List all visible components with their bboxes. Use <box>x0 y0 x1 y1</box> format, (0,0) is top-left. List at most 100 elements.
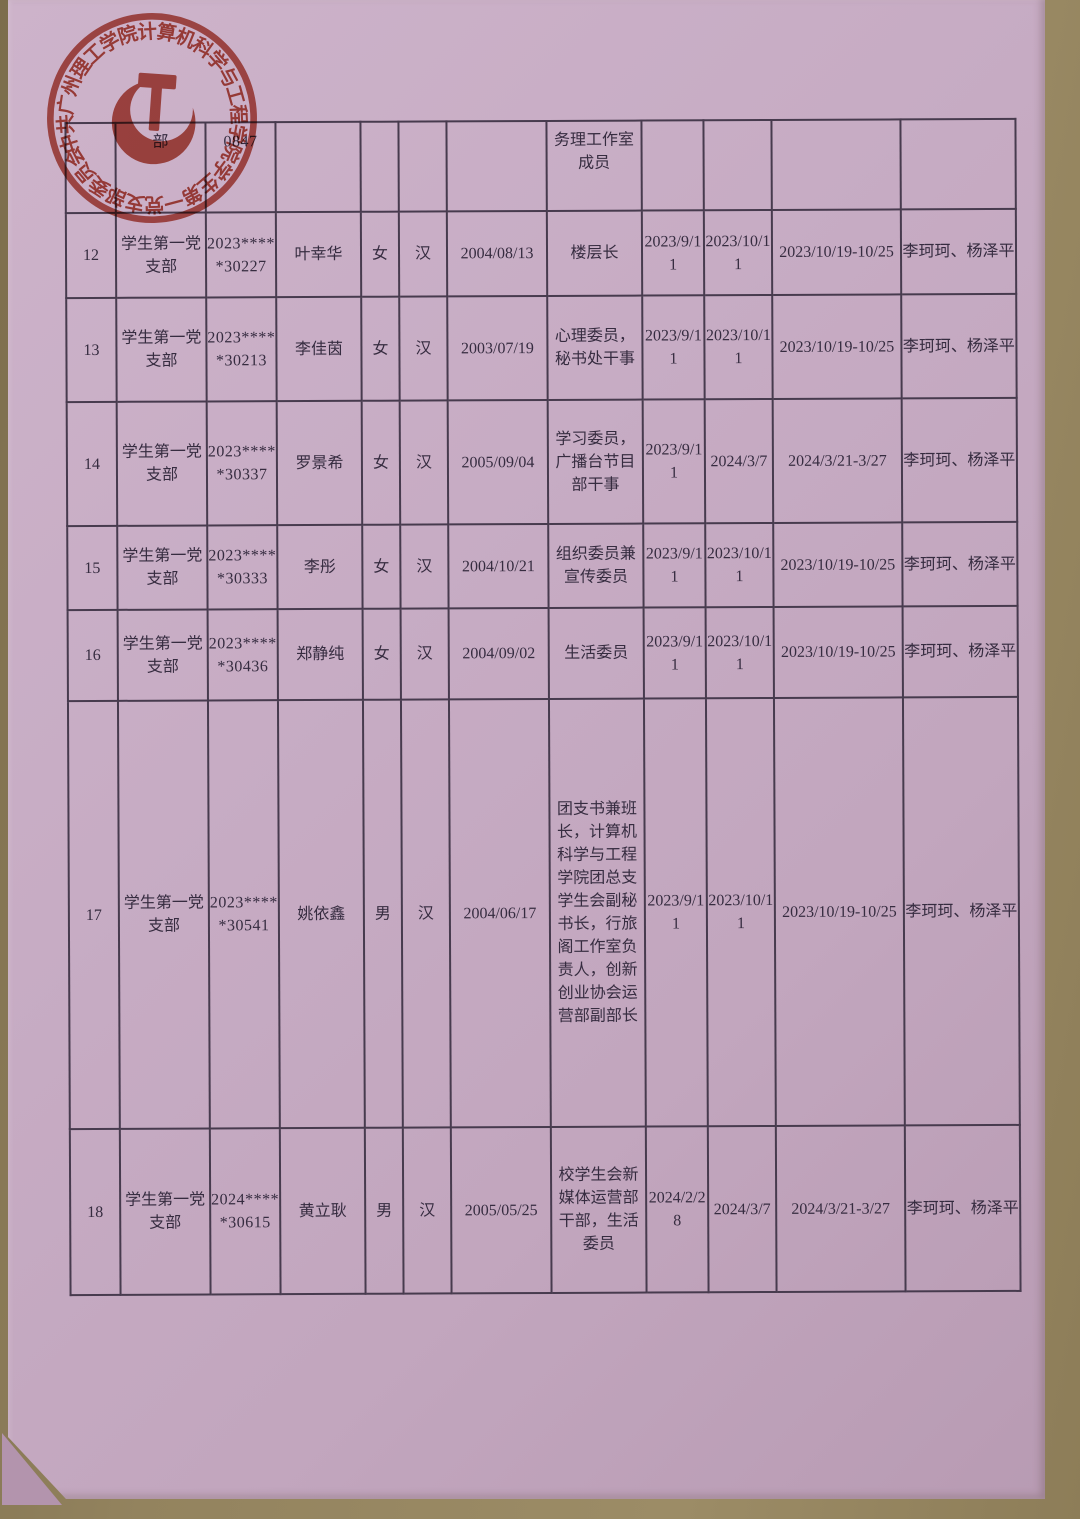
cell-date2: 2024/3/7 <box>708 1126 777 1292</box>
cell-branch: 学生第一党支部 <box>117 525 207 609</box>
cell-position: 学习委员，广播台节目部干事 <box>548 400 644 524</box>
cell-gender: 女 <box>361 212 399 297</box>
cell-id: 2024*****30615 <box>210 1128 281 1294</box>
cell-introducers <box>900 119 1015 210</box>
cell-row-number <box>65 123 115 213</box>
cell-branch: 学生第一党支部 <box>118 700 210 1128</box>
cell-date2: 2023/10/11 <box>704 295 772 399</box>
table-row-partial: 部 0847 务理工作室成员 <box>65 119 1015 213</box>
cell-ethnicity: 汉 <box>401 608 449 699</box>
cell-date1: 2023/9/11 <box>642 295 704 399</box>
cell-introducers: 李珂珂、杨泽平 <box>901 209 1016 295</box>
cell-row-number: 18 <box>70 1129 121 1295</box>
cell-branch: 学生第一党支部 <box>118 609 208 700</box>
cell-ethnicity <box>398 121 446 211</box>
cell-name: 郑静纯 <box>278 609 363 700</box>
cell-id: 2023*****30541 <box>208 700 280 1128</box>
cell-position: 校学生会新媒体运营部干部，生活委员 <box>551 1127 647 1293</box>
cell-gender: 女 <box>363 609 401 700</box>
cell-row-number: 14 <box>67 402 118 526</box>
cell-date1: 2023/9/11 <box>644 698 708 1126</box>
table-row-16: 16 学生第一党支部 2023*****30436 郑静纯 女 汉 2004/0… <box>68 606 1018 701</box>
cell-ethnicity: 汉 <box>400 524 448 608</box>
cell-name <box>275 122 360 212</box>
cell-id: 2023*****30337 <box>207 401 278 525</box>
table-row-14: 14 学生第一党支部 2023*****30337 罗景希 女 汉 2005/0… <box>67 398 1018 526</box>
cell-branch: 学生第一党支部 <box>117 401 208 525</box>
cell-date2: 2024/3/7 <box>705 399 774 523</box>
cell-date1: 2024/2/28 <box>646 1126 709 1292</box>
cell-branch: 学生第一党支部 <box>116 212 206 297</box>
cell-date-range: 2023/10/19-10/25 <box>772 294 901 399</box>
cell-date2: 2023/10/11 <box>706 698 776 1126</box>
cell-gender: 男 <box>365 1128 404 1294</box>
cell-date-range <box>771 119 900 210</box>
cell-introducers: 李珂珂、杨泽平 <box>905 1125 1021 1292</box>
cell-id: 2023*****30436 <box>208 609 278 700</box>
cell-date-range: 2024/3/21-3/27 <box>773 398 903 523</box>
cell-birthday <box>446 121 546 211</box>
cell-date-range: 2023/10/19-10/25 <box>772 209 901 295</box>
cell-birthday: 2005/05/25 <box>451 1127 552 1293</box>
cell-date2: 2023/10/11 <box>706 607 774 698</box>
cell-position: 生活委员 <box>549 608 644 699</box>
cell-id: 0847 <box>205 122 275 212</box>
cell-birthday: 2004/10/21 <box>448 524 548 608</box>
cell-introducers: 李珂珂、杨泽平 <box>902 398 1018 523</box>
cell-id: 2023*****30227 <box>206 212 276 297</box>
cell-gender: 女 <box>362 401 401 525</box>
cell-position: 心理委员，秘书处干事 <box>547 296 642 400</box>
table-row-12: 12 学生第一党支部 2023*****30227 叶幸华 女 汉 2004/0… <box>66 209 1016 298</box>
cell-date2: 2023/10/11 <box>704 210 772 295</box>
cell-date1 <box>641 120 703 210</box>
cell-birthday: 2004/09/02 <box>449 608 549 699</box>
cell-name: 姚依鑫 <box>278 700 365 1128</box>
cell-gender: 女 <box>362 525 400 609</box>
cell-date-range: 2024/3/21-3/27 <box>776 1125 906 1292</box>
document-page: 部 0847 务理工作室成员 12 学生第一党支部 2023*****30227… <box>8 0 1045 1499</box>
cell-ethnicity: 汉 <box>399 211 447 296</box>
cell-gender: 女 <box>361 297 399 401</box>
cell-introducers: 李珂珂、杨泽平 <box>903 606 1018 698</box>
cell-date1: 2023/9/11 <box>643 399 706 523</box>
cell-position: 务理工作室成员 <box>546 121 641 211</box>
cell-date-range: 2023/10/19-10/25 <box>774 697 905 1126</box>
cell-ethnicity: 汉 <box>399 296 447 400</box>
cell-position: 组织委员兼宣传委员 <box>548 524 643 608</box>
cell-name: 李彤 <box>277 525 362 609</box>
cell-row-number: 15 <box>67 526 117 610</box>
cell-row-number: 17 <box>68 701 120 1129</box>
cell-date1: 2023/9/11 <box>642 210 704 295</box>
cell-branch: 部 <box>115 122 205 212</box>
cell-branch: 学生第一党支部 <box>116 297 206 401</box>
cell-date1: 2023/9/11 <box>644 607 706 698</box>
cell-name: 李佳茵 <box>276 297 361 401</box>
cell-ethnicity: 汉 <box>403 1127 452 1293</box>
cell-position: 楼层长 <box>547 211 642 296</box>
cell-date-range: 2023/10/19-10/25 <box>773 522 902 607</box>
cell-id: 2023*****30333 <box>207 525 277 609</box>
table-row-15: 15 学生第一党支部 2023*****30333 李彤 女 汉 2004/10… <box>67 522 1017 610</box>
table-row-17: 17 学生第一党支部 2023*****30541 姚依鑫 男 汉 2004/0… <box>68 697 1020 1129</box>
cell-birthday: 2003/07/19 <box>447 296 547 400</box>
cell-ethnicity: 汉 <box>400 400 449 524</box>
cell-position: 团支书兼班长，计算机科学与工程学院团总支学生会副秘书长，行旅阁工作室负责人，创新… <box>549 699 646 1127</box>
cell-row-number: 12 <box>66 213 116 298</box>
cell-date2: 2023/10/11 <box>705 523 773 607</box>
cell-name: 罗景希 <box>277 401 363 525</box>
cell-introducers: 李珂珂、杨泽平 <box>903 697 1020 1125</box>
cell-name: 叶幸华 <box>276 212 361 297</box>
cell-date-range: 2023/10/19-10/25 <box>774 606 903 698</box>
cell-branch: 学生第一党支部 <box>120 1128 211 1294</box>
cell-gender: 男 <box>363 700 403 1128</box>
cell-gender <box>360 122 398 212</box>
member-roster-table: 部 0847 务理工作室成员 12 学生第一党支部 2023*****30227… <box>64 118 1021 1296</box>
cell-introducers: 李珂珂、杨泽平 <box>901 294 1016 399</box>
cell-name: 黄立耿 <box>280 1128 366 1294</box>
table-row-18: 18 学生第一党支部 2024*****30615 黄立耿 男 汉 2005/0… <box>70 1125 1021 1295</box>
cell-birthday: 2004/08/13 <box>447 211 547 296</box>
cell-id: 2023*****30213 <box>206 297 276 401</box>
cell-birthday: 2004/06/17 <box>449 699 551 1127</box>
cell-date1: 2023/9/11 <box>643 523 705 607</box>
cell-date2 <box>703 120 771 210</box>
